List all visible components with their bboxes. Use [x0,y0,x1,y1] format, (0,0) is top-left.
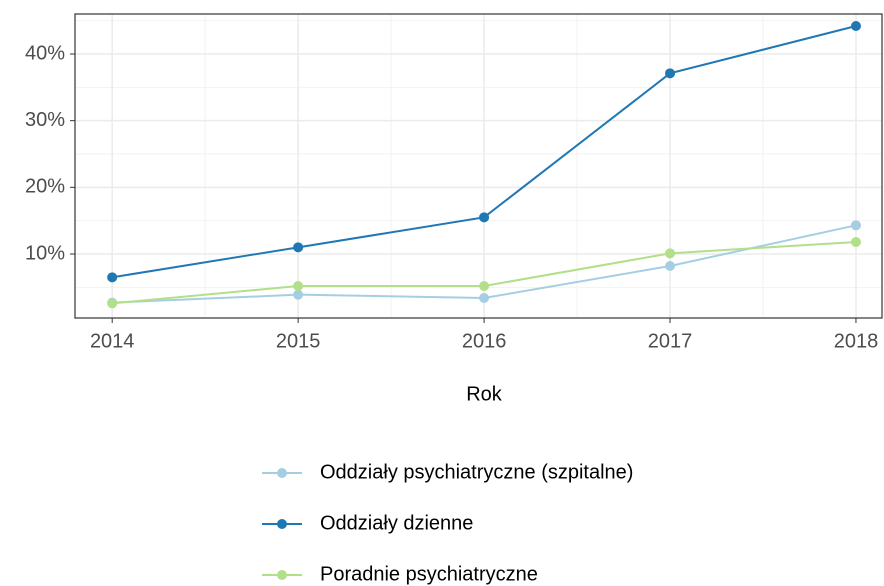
legend-label: Oddziały psychiatryczne (szpitalne) [320,461,633,483]
legend-key [277,519,287,529]
x-axis-title: Rok [466,383,503,405]
data-point [107,298,118,309]
legend-label: Poradnie psychiatryczne [320,563,538,585]
x-tick-label: 2014 [90,330,135,352]
data-point [293,289,304,300]
data-point [479,281,490,291]
legend-key [277,468,287,478]
data-point [479,212,490,223]
x-tick-label: 2016 [462,330,507,352]
x-tick-label: 2017 [648,330,693,352]
data-point [665,261,676,271]
y-tick-label: 40% [25,42,65,64]
data-point [293,281,304,291]
data-point [665,68,676,79]
data-point [850,220,861,231]
x-tick-label: 2015 [276,330,321,352]
y-tick-label: 20% [25,176,65,198]
legend-key [277,570,287,580]
panel-border [74,13,883,319]
x-tick-label: 2018 [834,330,879,352]
data-point [293,242,304,253]
data-point [850,21,861,31]
y-tick-label: 30% [25,109,65,131]
legend-label: Oddziały dzienne [320,512,473,534]
data-point [107,272,118,283]
y-tick-label: 10% [25,242,65,264]
data-point [479,293,490,303]
data-point [850,237,861,247]
data-point [665,248,676,259]
